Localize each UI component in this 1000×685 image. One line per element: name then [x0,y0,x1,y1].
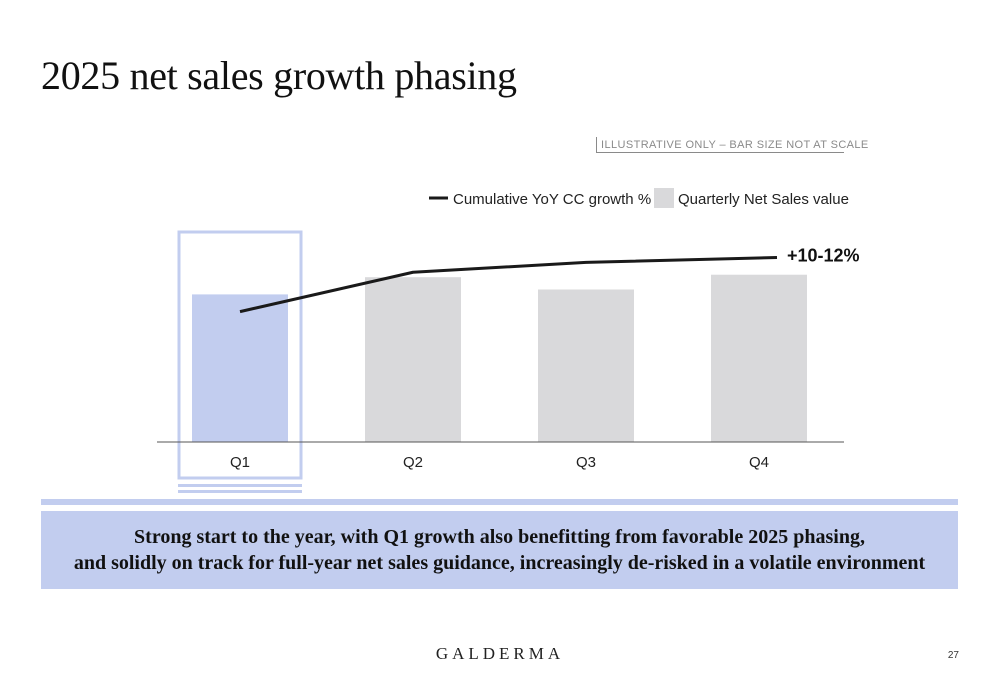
takeaway-box: Strong start to the year, with Q1 growth… [41,511,958,589]
takeaway-line-1: Strong start to the year, with Q1 growth… [134,526,865,548]
x-tick-label-q1: Q1 [230,454,250,471]
takeaway-line-2: and solidly on track for full-year net s… [73,552,926,574]
page-title: 2025 net sales growth phasing [41,53,517,98]
galderma-logo: GALDERMA [435,644,565,663]
legend-line-label: Cumulative YoY CC growth % [453,191,651,208]
bar-group [192,274,807,442]
legend-bar-label: Quarterly Net Sales value [678,191,849,208]
highlight-underline [178,490,302,493]
highlight-group [177,230,303,493]
growth-line-group: +10-12% [239,246,860,314]
chart: Cumulative YoY CC growth % Quarterly Net … [157,188,860,493]
x-tick-label-q4: Q4 [749,454,769,471]
chart-legend: Cumulative YoY CC growth % Quarterly Net … [429,188,849,208]
bar-q4 [711,274,807,442]
highlight-outline [177,230,303,480]
growth-annotation: +10-12% [787,246,860,266]
x-tick-label-q3: Q3 [576,454,596,471]
page-number: 27 [947,650,959,661]
x-tick-group: Q1 Q2 Q3 Q4 [230,454,769,471]
takeaway-divider [41,499,958,505]
x-tick-label-q2: Q2 [403,454,423,471]
growth-line [239,256,778,314]
bar-q3 [538,289,634,442]
legend-bar-swatch [654,188,674,208]
disclaimer-label: ILLUSTRATIVE ONLY – BAR SIZE NOT AT SCAL… [596,137,868,153]
bar-q1 [192,294,288,442]
bar-q2 [365,277,461,442]
highlight-underline [178,484,302,487]
